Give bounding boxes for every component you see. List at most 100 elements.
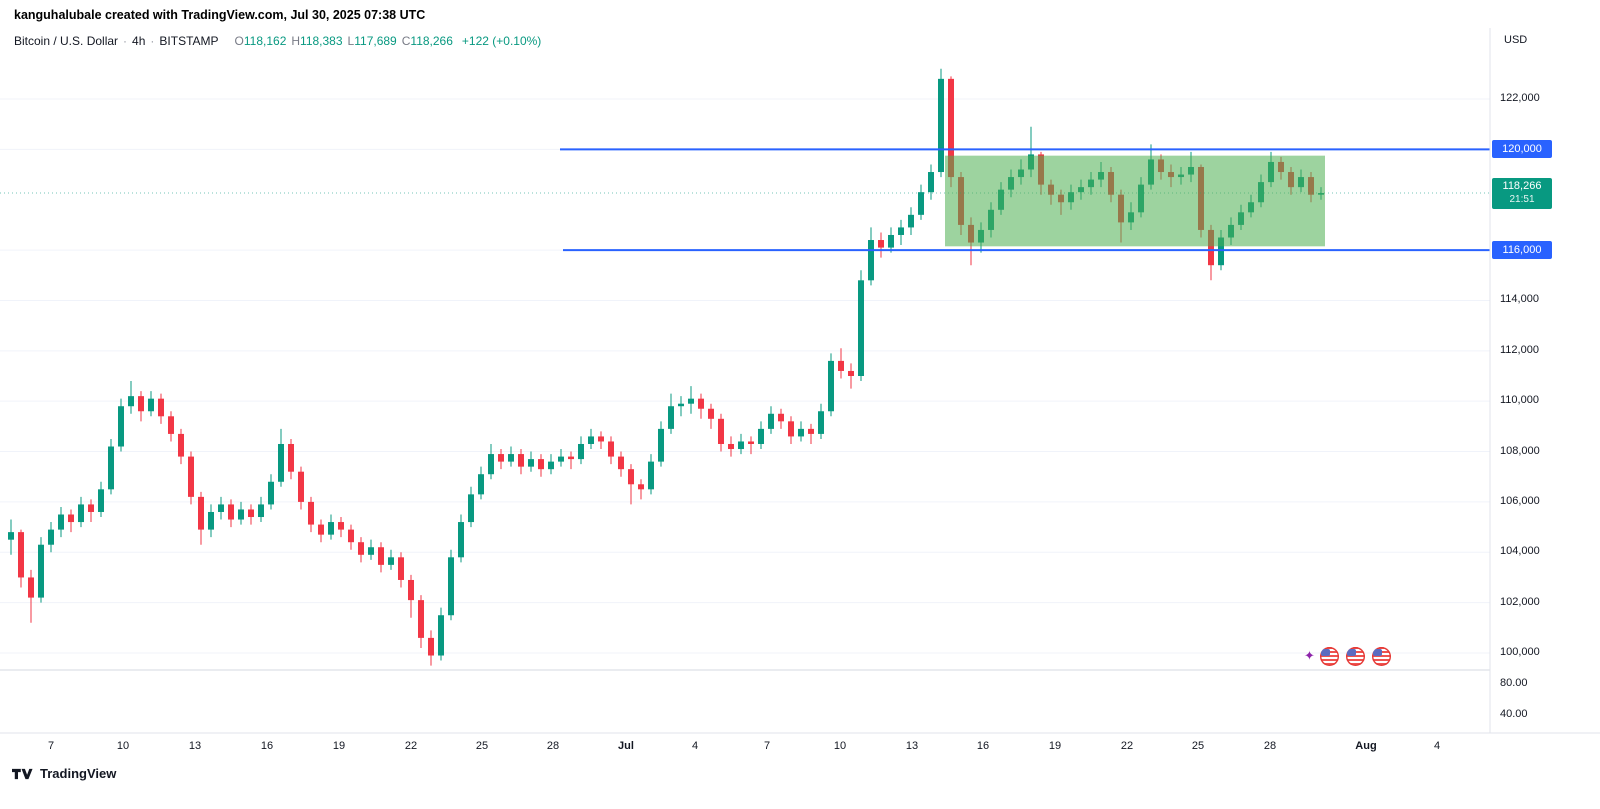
candle-body [348, 529, 354, 543]
bar-countdown: 21:51 [1509, 194, 1535, 206]
time-tick: 4 [1433, 740, 1441, 752]
candle-body [488, 454, 494, 475]
candle-body [628, 469, 634, 485]
candle-body [938, 78, 944, 173]
price-tick: 102,000 [1500, 595, 1540, 608]
time-tick: 4 [691, 740, 699, 752]
time-tick: 13 [188, 740, 202, 752]
high-label: H [291, 34, 301, 48]
price-level-badge[interactable]: 116,000 [1492, 241, 1552, 260]
candle-body [168, 416, 174, 434]
candle-body [598, 436, 604, 442]
candle-body [508, 454, 514, 462]
candle-body [688, 398, 694, 404]
candle-body [268, 481, 274, 505]
time-tick: 25 [475, 740, 489, 752]
price-tick: 122,000 [1500, 92, 1540, 104]
time-tick: Jul [618, 740, 634, 752]
candle-body [748, 441, 754, 444]
price-tick: 112,000 [1500, 343, 1539, 356]
symbol-title[interactable]: Bitcoin / U.S. Dollar [14, 34, 119, 48]
flag-sticker-icon[interactable] [1320, 647, 1339, 666]
candle-body [498, 454, 504, 462]
candle-body [108, 446, 114, 490]
candle-body [908, 214, 914, 228]
candle-body [228, 504, 234, 520]
interval-label[interactable]: 4h [132, 34, 146, 48]
low-value: 117,689 [354, 34, 397, 48]
candle-body [438, 615, 444, 656]
candle-body [318, 524, 324, 535]
last-price-badge[interactable]: 118,266 21:51 [1492, 178, 1552, 210]
candle-body [698, 398, 704, 409]
time-axis[interactable]: 7 10 13 16 19 22 25 28 Jul 4 7 10 13 16 19 22 25 28 Aug 4 [0, 733, 1600, 761]
candle-body [128, 396, 134, 407]
highlight-zone[interactable] [945, 155, 1325, 247]
time-tick: 28 [546, 740, 560, 752]
candle-body [848, 370, 854, 376]
candle-body [828, 360, 834, 412]
flag-sticker-icon[interactable] [1346, 647, 1365, 666]
candle-body [618, 456, 624, 470]
candle-body [328, 522, 334, 535]
candle-body [888, 234, 894, 248]
time-tick: Aug [1355, 740, 1377, 752]
price-axis[interactable]: 122,000 114,000 112,000 110,000 108,000 106,0… [1490, 0, 1600, 733]
ohlc-values: O 118,162 H 118,383 L 117,689 C 118,266 [230, 34, 453, 48]
time-tick: 7 [47, 740, 55, 752]
candle-body [418, 600, 424, 638]
high-value: 118,383 [300, 34, 343, 48]
sparkle-cursor-icon: ✦ [1304, 648, 1315, 663]
candle-body [198, 496, 204, 530]
candle-body [248, 509, 254, 518]
flag-sticker-icon[interactable] [1372, 647, 1391, 666]
candle-body [158, 398, 164, 417]
time-tick: 19 [332, 740, 346, 752]
currency-label[interactable]: USD [1504, 34, 1528, 46]
candle-body [278, 443, 284, 482]
close-label: C [401, 34, 411, 48]
candle-body [1218, 237, 1224, 266]
exchange-label[interactable]: BITSTAMP [159, 34, 219, 48]
candle-body [568, 456, 574, 460]
price-tick: 40.00 [1500, 708, 1528, 720]
candle-body [238, 509, 244, 520]
candle-body [458, 522, 464, 558]
candle-body [18, 532, 24, 578]
candle-body [8, 532, 14, 540]
candle-body [668, 406, 674, 429]
time-tick: 16 [976, 740, 990, 752]
candle-body [928, 172, 934, 193]
time-tick: 22 [404, 740, 418, 752]
candle-body [588, 436, 594, 444]
candle-body [148, 398, 154, 412]
open-value: 118,162 [243, 34, 287, 48]
candle-body [948, 78, 954, 178]
candle-body [258, 504, 264, 518]
tradingview-logo[interactable]: TradingView [12, 766, 116, 781]
candle-body [308, 501, 314, 525]
candle-body [738, 441, 744, 450]
candle-body [78, 504, 84, 523]
price-tick: 104,000 [1500, 545, 1540, 558]
close-value: 118,266 [410, 34, 453, 48]
candle-body [188, 456, 194, 497]
candle-body [898, 227, 904, 235]
candle-body [718, 418, 724, 444]
candle-body [338, 522, 344, 530]
candle-body [358, 542, 364, 555]
time-tick: 25 [1191, 740, 1205, 752]
candle-body [518, 454, 524, 467]
time-tick: 10 [116, 740, 130, 752]
candle-body [378, 547, 384, 565]
candle-body [658, 428, 664, 462]
candle-body [808, 428, 814, 434]
candle-body [648, 461, 654, 490]
low-label: L [347, 34, 355, 48]
candle-body [558, 456, 564, 462]
candle-body [68, 514, 74, 523]
price-level-badge[interactable]: 120,000 [1492, 140, 1552, 159]
candle-body [28, 577, 34, 598]
